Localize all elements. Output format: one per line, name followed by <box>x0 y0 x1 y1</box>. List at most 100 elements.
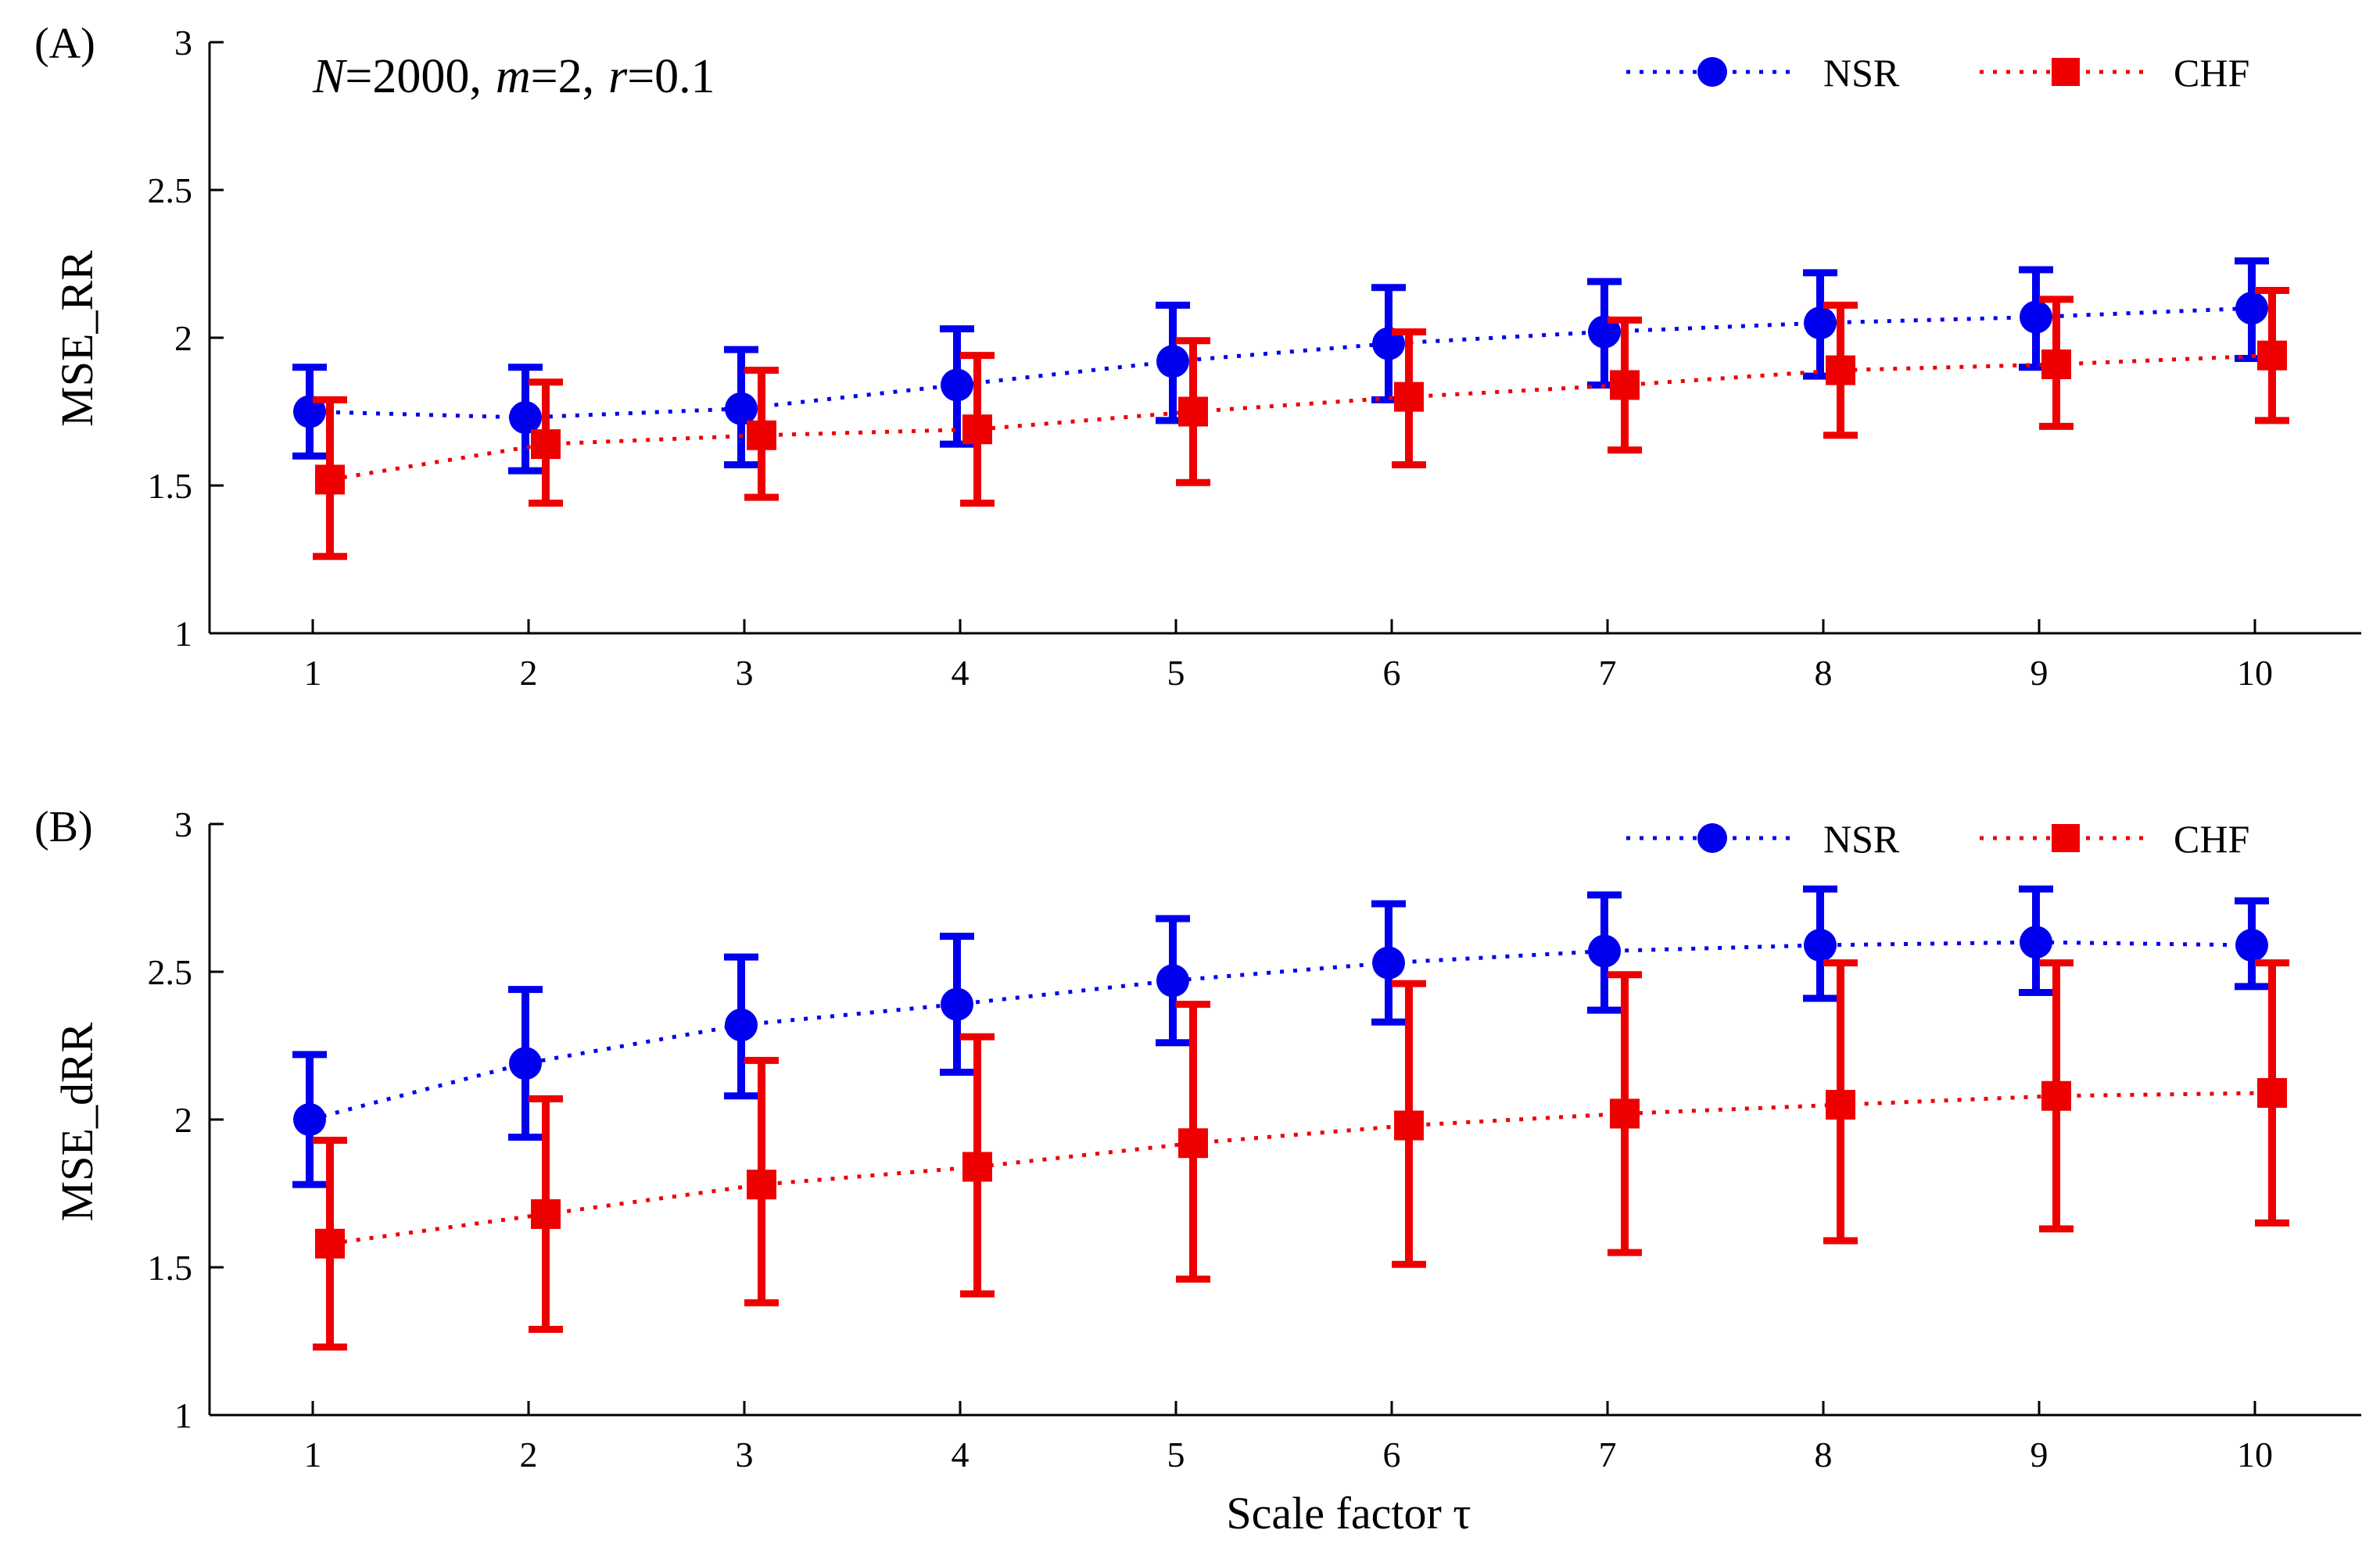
data-point-nsr <box>725 1009 758 1042</box>
x-tick-label: 7 <box>1599 1435 1617 1474</box>
data-point-chf <box>1610 370 1640 400</box>
x-tick-label: 5 <box>1167 653 1185 693</box>
annotation-r-value: =0.1 <box>627 50 715 103</box>
data-point-chf <box>1394 1110 1424 1141</box>
x-tick-label: 8 <box>1815 653 1833 693</box>
data-point-chf <box>315 464 345 495</box>
data-point-chf <box>1826 1090 1855 1120</box>
annotation-n-value: =2000, <box>345 50 481 103</box>
x-tick-label: 3 <box>736 1435 754 1474</box>
y-axis-title-a: MSE_RR <box>52 250 102 427</box>
panel-label-b: (B) <box>34 803 93 851</box>
data-point-nsr <box>1372 946 1405 980</box>
x-tick-label: 5 <box>1167 1435 1185 1474</box>
series-line-chf <box>329 353 2273 482</box>
x-tick-label: 4 <box>952 653 970 693</box>
y-tick-label: 2 <box>174 1100 192 1140</box>
data-point-chf <box>531 429 561 460</box>
data-point-chf <box>1178 1128 1208 1159</box>
data-point-chf <box>2041 349 2071 380</box>
data-point-nsr <box>2235 928 2268 962</box>
data-point-nsr <box>509 1047 542 1080</box>
x-tick-label: 9 <box>2031 1435 2048 1474</box>
data-point-chf <box>1394 382 1424 412</box>
annotation-n-symbol: N <box>312 50 348 103</box>
data-point-chf <box>747 1170 776 1200</box>
y-tick-label: 3 <box>174 23 192 63</box>
legend-chf-label: CHF <box>2174 51 2249 95</box>
x-tick-label: 10 <box>2237 653 2273 693</box>
x-tick-label: 2 <box>520 653 538 693</box>
annotation-r-symbol: r <box>608 50 628 103</box>
x-tick-label: 9 <box>2031 653 2048 693</box>
data-point-chf <box>747 420 776 450</box>
panel-a: (A) N=2000, m=2, r=0.1 MSE_RR 1 1.5 2 2.5 3 1 2 3… <box>34 20 2361 693</box>
parameter-annotation: N=2000, m=2, r=0.1 <box>312 50 715 103</box>
legend-nsr-label: NSR <box>1823 817 1900 861</box>
data-point-chf <box>2257 1077 2287 1108</box>
y-tick-label: 2 <box>174 318 192 358</box>
x-tick-label: 8 <box>1815 1435 1833 1474</box>
data-point-nsr <box>2020 926 2052 959</box>
data-point-chf <box>1610 1098 1640 1129</box>
panel-b: (B) MSE_dRR 1 1.5 2 2.5 3 1 2 3 4 5 6 7 8 9 10 NSR CHF <box>34 803 2361 1474</box>
data-point-nsr <box>1804 306 1837 340</box>
data-point-nsr <box>509 401 542 435</box>
data-point-chf <box>2041 1080 2071 1111</box>
legend-chf-marker <box>2052 58 2080 86</box>
x-tick-label: 7 <box>1599 653 1617 693</box>
data-point-chf <box>1178 396 1208 427</box>
x-tick-label: 1 <box>304 1435 322 1474</box>
axes-a: 1 1.5 2 2.5 3 1 2 3 4 5 6 7 8 9 10 <box>148 23 2361 693</box>
data-point-chf <box>315 1228 345 1259</box>
y-tick-label: 1 <box>174 1396 192 1435</box>
legend-nsr-marker <box>1697 57 1727 87</box>
series-line-nsr <box>309 940 2253 1122</box>
data-point-chf <box>962 1152 992 1182</box>
legend-chf-label: CHF <box>2174 817 2249 861</box>
series-line-nsr <box>309 306 2253 420</box>
y-tick-label: 1.5 <box>148 466 193 506</box>
x-tick-label: 10 <box>2237 1435 2273 1474</box>
legend-b: NSR CHF <box>1626 817 2249 861</box>
y-tick-label: 2.5 <box>148 170 193 210</box>
series-layer-a <box>292 257 2289 561</box>
annotation-m-value: =2, <box>531 50 594 103</box>
x-tick-label: 6 <box>1383 1435 1401 1474</box>
legend-a: NSR CHF <box>1626 51 2249 95</box>
y-tick-label: 1 <box>174 614 192 654</box>
x-tick-label: 1 <box>304 653 322 693</box>
data-point-nsr <box>941 987 973 1021</box>
data-point-chf <box>2257 340 2287 371</box>
annotation-m-symbol: m <box>496 50 531 103</box>
data-point-nsr <box>2020 300 2052 334</box>
data-point-nsr <box>293 1103 326 1136</box>
x-tick-label: 4 <box>952 1435 970 1474</box>
y-tick-label: 2.5 <box>148 952 193 992</box>
x-tick-label: 3 <box>736 653 754 693</box>
y-tick-label: 1.5 <box>148 1248 193 1288</box>
y-tick-label: 3 <box>174 804 192 844</box>
legend-chf-marker <box>2052 824 2080 852</box>
data-point-chf <box>531 1198 561 1229</box>
data-point-nsr <box>1156 345 1189 378</box>
data-point-nsr <box>725 392 758 425</box>
data-point-nsr <box>2235 292 2268 325</box>
data-point-nsr <box>941 368 973 402</box>
data-point-chf <box>962 414 992 445</box>
panel-label-a: (A) <box>34 20 95 68</box>
x-tick-label: 6 <box>1383 653 1401 693</box>
x-tick-label: 2 <box>520 1435 538 1474</box>
legend-nsr-label: NSR <box>1823 51 1900 95</box>
series-layer-b <box>292 885 2289 1351</box>
data-point-nsr <box>1588 934 1621 968</box>
data-point-nsr <box>1588 315 1621 349</box>
legend-nsr-marker <box>1697 823 1727 853</box>
x-axis-title: Scale factor τ <box>1226 1488 1471 1539</box>
data-point-nsr <box>1804 928 1837 962</box>
axes-b: 1 1.5 2 2.5 3 1 2 3 4 5 6 7 8 9 10 <box>148 804 2361 1474</box>
data-point-chf <box>1826 355 1855 385</box>
y-axis-title-b: MSE_dRR <box>52 1022 102 1221</box>
